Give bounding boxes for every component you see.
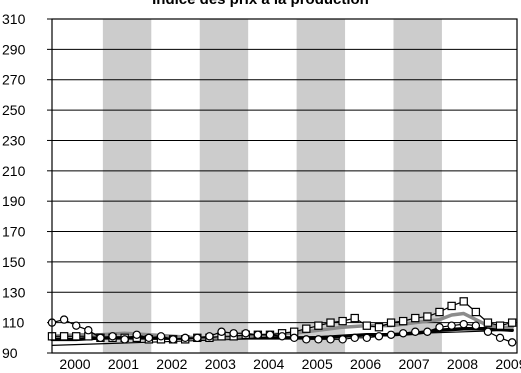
series-1-marker-27 xyxy=(374,322,384,332)
series-0-marker-32 xyxy=(435,322,444,332)
series-0-marker-19 xyxy=(277,332,287,341)
series-0-marker-22 xyxy=(314,335,323,344)
y-tick-label-150: 150 xyxy=(2,254,26,270)
series-1-marker-26 xyxy=(362,321,372,330)
series-0-marker-27 xyxy=(374,332,384,341)
series-markers xyxy=(47,297,517,347)
series-0-marker-20 xyxy=(289,333,299,343)
series-1-marker-2 xyxy=(72,332,81,341)
series-1-marker-35 xyxy=(471,307,481,317)
chart-title: Indice des prix à la production xyxy=(0,0,521,8)
series-0-marker-38 xyxy=(507,338,517,347)
y-tick-label-250: 250 xyxy=(2,102,26,118)
series-0-marker-25 xyxy=(350,333,359,343)
y-tick-label-290: 290 xyxy=(2,41,26,57)
series-0-marker-33 xyxy=(447,321,456,330)
x-tick-label-2003: 2003 xyxy=(205,356,236,372)
series-0-marker-14 xyxy=(217,327,226,336)
x-tick-label-2008: 2008 xyxy=(447,356,478,372)
series-1-marker-23 xyxy=(326,318,335,327)
series-0-marker-26 xyxy=(362,333,372,343)
series-1-marker-34 xyxy=(459,297,468,306)
series-0-marker-29 xyxy=(398,329,408,338)
x-tick-label-2004: 2004 xyxy=(253,356,284,372)
series-0-marker-17 xyxy=(253,330,263,339)
series-0-marker-11 xyxy=(181,333,190,343)
series-1-marker-36 xyxy=(483,318,493,327)
series-0-marker-7 xyxy=(132,330,141,339)
y-tick-label-170: 170 xyxy=(2,224,26,240)
series-0-marker-34 xyxy=(459,319,468,329)
series-0-marker-16 xyxy=(241,329,250,338)
series-0-marker-6 xyxy=(120,335,129,344)
plot-frame xyxy=(51,18,518,354)
series-1-marker-31 xyxy=(423,312,432,321)
series-1-marker-24 xyxy=(338,316,347,326)
series-0-marker-15 xyxy=(229,329,238,338)
series-0-marker-30 xyxy=(411,327,420,336)
series-1-marker-32 xyxy=(435,307,444,317)
y-tick-label-190: 190 xyxy=(2,193,26,209)
series-0-marker-23 xyxy=(326,335,335,344)
series-0-marker-21 xyxy=(302,335,311,344)
series-0-marker-4 xyxy=(96,333,105,343)
y-tick-label-210: 210 xyxy=(2,163,26,179)
y-tick-label-230: 230 xyxy=(2,132,26,148)
shaded-band-2007 xyxy=(393,19,442,353)
plot-border xyxy=(51,18,518,354)
series-0-marker-18 xyxy=(265,330,275,339)
x-tick-label-2006: 2006 xyxy=(350,356,381,372)
series-0-marker-36 xyxy=(483,327,493,336)
x-tick-label-2007: 2007 xyxy=(398,356,429,372)
shaded-band-2003 xyxy=(199,19,249,353)
series-1-marker-22 xyxy=(314,321,323,330)
series-0-marker-13 xyxy=(205,332,214,341)
series-0-marker-2 xyxy=(72,321,81,330)
y-tick-label-270: 270 xyxy=(2,72,26,88)
series-1-marker-38 xyxy=(507,318,517,327)
series-1-marker-25 xyxy=(350,313,359,323)
x-axis-ticks: 2000 2001 2002 2003 2004 2005 2006 2007 2008 2009 xyxy=(59,356,521,372)
series-0-marker-35 xyxy=(471,321,481,330)
series-1-marker-33 xyxy=(447,301,456,311)
x-tick-label-2009: 2009 xyxy=(495,356,521,372)
series-0-marker-28 xyxy=(386,330,396,339)
series-1-marker-1 xyxy=(59,332,69,341)
series-0-marker-3 xyxy=(84,326,93,335)
y-tick-label-90: 90 xyxy=(2,345,18,361)
series-0-marker-5 xyxy=(108,332,117,341)
y-tick-label-310: 310 xyxy=(2,11,26,27)
x-tick-label-2000: 2000 xyxy=(59,356,90,372)
shaded-year-bands xyxy=(102,19,442,353)
series-0-marker-8 xyxy=(144,333,154,343)
series-1-marker-30 xyxy=(411,313,420,323)
x-tick-label-2001: 2001 xyxy=(108,356,139,372)
series-1-marker-29 xyxy=(398,316,408,326)
series-0-marker-10 xyxy=(168,335,178,344)
series-0-marker-12 xyxy=(193,333,202,343)
shaded-band-2001 xyxy=(102,19,152,353)
series-0-marker-37 xyxy=(495,333,505,343)
x-tick-label-2002: 2002 xyxy=(156,356,187,372)
series-0-marker-31 xyxy=(423,327,432,336)
series-0-marker-24 xyxy=(338,335,347,344)
grid-lines xyxy=(52,48,517,324)
y-tick-label-130: 130 xyxy=(2,284,26,300)
y-tick-label-110: 110 xyxy=(2,315,25,331)
series-1-marker-37 xyxy=(495,321,505,330)
y-axis-ticks: 90 110 130 150 170 190 210 230 250 270 290 310 xyxy=(2,11,52,361)
series-0-marker-9 xyxy=(156,332,166,341)
series-1-marker-21 xyxy=(302,324,311,333)
series-0-marker-1 xyxy=(59,315,69,324)
series-1-marker-28 xyxy=(386,318,396,327)
shaded-band-2005 xyxy=(296,19,346,353)
x-tick-label-2005: 2005 xyxy=(302,356,333,372)
